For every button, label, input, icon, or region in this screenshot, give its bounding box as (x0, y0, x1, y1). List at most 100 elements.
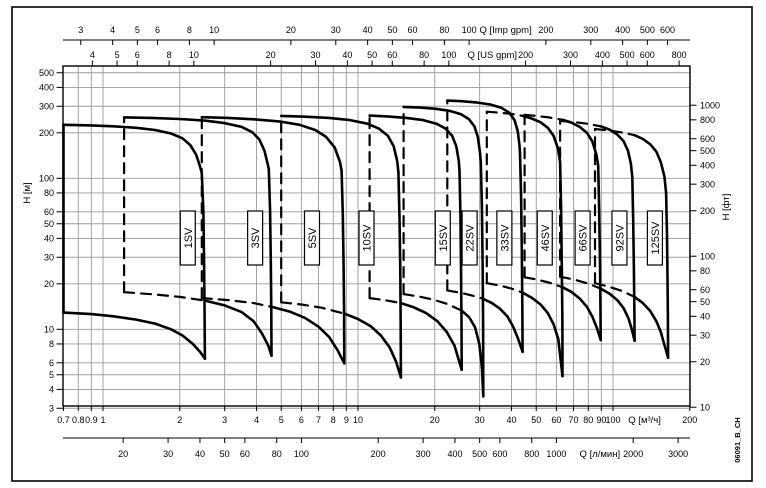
pump-envelope-46SV (485, 110, 564, 378)
tick-label: 80 (419, 50, 429, 60)
figure-code-label: 06091_B_CH (733, 417, 742, 462)
tick-label: 80 (44, 188, 54, 198)
curve-3SV-bottom-dashed (123, 291, 206, 302)
pump-label-box (358, 210, 375, 266)
tick-label: 2 (177, 415, 182, 425)
tick-label: 500 (39, 68, 54, 78)
pump-label-text: 15SV (438, 224, 450, 252)
tick-label: 7 (316, 415, 321, 425)
curve-15SV-right-edge (458, 169, 463, 371)
curve-3SV-bottom (203, 299, 273, 357)
pump-label-box (611, 210, 628, 266)
y-axis-m-unit-label: H [м] (22, 182, 33, 203)
curve-22SV-right-edge (479, 160, 485, 398)
curve-92SV-right-edge (631, 175, 636, 342)
curve-46SV-right-edge (558, 160, 564, 378)
tick-label: 300 (563, 50, 578, 60)
tick-label: 6 (135, 50, 140, 60)
tick-label: 500 (620, 50, 635, 60)
tick-label: 40 (507, 415, 517, 425)
tick-label: 800 (524, 449, 539, 459)
pump-label-box (247, 210, 264, 266)
curve-92SV-top-dashed (559, 119, 602, 128)
pump-label-1SV: 1SV (179, 210, 196, 266)
curve-22SV-top (402, 105, 483, 164)
pump-label-box (461, 210, 478, 266)
tick-label: 6 (299, 415, 304, 425)
x-axis-l-min-unit-label: Q [л/мин] (580, 449, 621, 460)
tick-label: 60 (44, 207, 54, 217)
tick-label: 100 (462, 25, 477, 35)
x-axis-us-gpm-unit-label: Q [US gpm] (467, 50, 517, 61)
tick-label: 80 (272, 449, 282, 459)
curve-33SV-bottom-dashed (446, 289, 485, 300)
tick-label: 80 (439, 25, 449, 35)
curve-5SV-bottom-dashed (200, 297, 273, 308)
tick-label: 100 (700, 251, 715, 261)
tick-label: 9 (344, 415, 349, 425)
tick-label: 200 (700, 206, 715, 216)
pump-label-box (646, 210, 664, 266)
tick-label: 60 (408, 25, 418, 35)
curve-66SV-top (561, 118, 600, 168)
curve-92SV-bottom-dashed (559, 275, 602, 290)
tick-label: 40 (363, 25, 373, 35)
tick-label: 600 (492, 449, 507, 459)
pump-label-box (496, 210, 513, 266)
pump-label-125SV: 125SV (646, 210, 664, 266)
pump-label-text: 92SV (614, 224, 626, 252)
tick-label: 300 (416, 449, 431, 459)
tick-label: 5 (135, 25, 140, 35)
tick-label: 80 (700, 266, 710, 276)
tick-label: 40 (195, 449, 205, 459)
tick-label: 3000 (668, 449, 688, 459)
tick-label: 40 (342, 50, 352, 60)
curve-66SV-right-edge (596, 164, 602, 342)
pump-label-15SV: 15SV (434, 210, 451, 266)
curve-10SV-right-edge (397, 170, 403, 379)
tick-label: 0.8 (72, 415, 85, 425)
pump-label-92SV: 92SV (611, 210, 628, 266)
tick-label: 500 (472, 449, 487, 459)
pump-label-text: 10SV (362, 224, 374, 252)
tick-label: 800 (672, 50, 687, 60)
pump-label-text: 125SV (650, 221, 662, 255)
x-axis-m3h-unit-label: Q [м³/ч] (628, 415, 661, 426)
tick-label: 100 (39, 174, 54, 184)
tick-label: 10 (189, 50, 199, 60)
tick-label: 8 (187, 25, 192, 35)
x-axis-us-gpm: 4 5 6 8 10 20 30 40 50 60 80 100 200 300 400 500 600 800 Q… (90, 50, 687, 66)
x-axis-m3h: 0.7 0.8 0.9 1 2 3 4 5 6 7 8 9 10 20 30 40 50 60 70 80 90 100 2… (57, 406, 697, 426)
curve-125SV-bottom-dashed (593, 282, 636, 298)
pump-envelope-5SV (200, 115, 346, 365)
tick-label: 50 (220, 449, 230, 459)
curve-5SV-right-edge (340, 169, 346, 365)
tick-label: 40 (44, 234, 54, 244)
tick-label: 100 (441, 50, 456, 60)
tick-label: 0.7 (57, 415, 70, 425)
tick-label: 50 (367, 50, 377, 60)
tick-label: 8 (167, 50, 172, 60)
tick-label: 800 (700, 115, 715, 125)
pump-label-5SV: 5SV (303, 210, 321, 266)
tick-label: 600 (660, 25, 675, 35)
tick-label: 8 (49, 339, 54, 349)
figure-code: 06091_B_CH (733, 417, 742, 462)
y-axis-ft-unit-label: H [фт] (721, 194, 732, 221)
curve-33SV-right-edge (518, 151, 524, 354)
pump-label-box (179, 210, 196, 266)
pump-label-46SV: 46SV (536, 210, 553, 266)
curve-66SV-top-dashed (523, 113, 564, 121)
tick-label: 300 (700, 179, 715, 189)
pump-envelope-3SV (122, 116, 273, 357)
tick-label: 60 (240, 449, 250, 459)
pump-label-text: 22SV (465, 224, 477, 252)
pump-label-box (434, 210, 451, 266)
curve-15SV-bottom (399, 301, 463, 371)
tick-label: 80 (583, 415, 593, 425)
tick-label: 30 (700, 330, 710, 340)
curve-22SV-bottom (460, 309, 485, 398)
y-axis-m: 500 400 300 200 100 80 60 50 40 30 20 10 8 6 5 4 3 H [м] (22, 68, 63, 413)
